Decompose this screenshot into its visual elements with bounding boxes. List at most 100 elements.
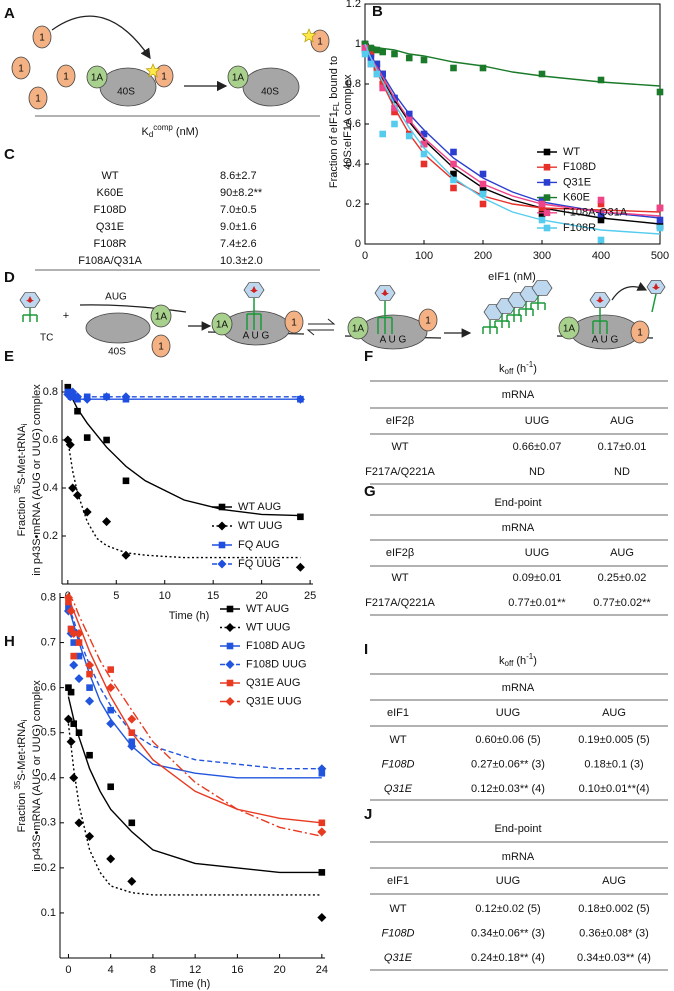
factor-eif1 [154,64,174,88]
equilibrium-arrow [308,318,336,325]
data-point [73,490,83,500]
data-point [405,132,413,140]
legend-label: WT UUG [238,520,282,532]
data-point [63,714,73,724]
data-point [317,827,327,837]
data-point [70,652,78,660]
data-point [128,738,136,746]
diagram-label: 1 [161,72,167,83]
data-point [479,180,487,188]
legend-marker [217,559,227,569]
diagram-label: 1 [63,72,69,83]
table-cell: 8.6±2.7 [220,170,257,182]
table-cell: F217A/Q221A [365,597,435,609]
table-title-part: (h [513,655,526,667]
x-tick-label: 20 [256,590,268,602]
diagram-label: 1A [216,320,229,331]
equilibrium-arrow [306,329,334,336]
panel-label: C [4,146,15,163]
data-point [597,76,605,84]
data-point [420,56,428,64]
y-axis-title: Fraction 35S-Met-tRNAi [13,423,29,536]
data-point [73,392,83,402]
table-cell: 0.09±0.01 [513,572,562,584]
y-tick-label: 0.8 [43,386,58,398]
fit-line [67,592,322,837]
data-point [391,50,398,58]
panel-label: A [4,5,15,22]
table-cell: 7.4±2.6 [220,238,257,250]
data-point [538,210,546,218]
y-tick-label: 0.2 [346,198,361,210]
fit-line [364,43,661,217]
legend-label: F108R [563,222,596,234]
data-point [82,394,92,404]
data-point [67,688,75,696]
table-subheader: mRNA [502,682,535,694]
met-star [26,296,34,303]
legend-label: Q31E AUG [246,677,300,689]
legend-label: WT UUG [246,621,290,633]
y-axis-title-part: S-Met-tRNA [16,425,28,485]
data-point [597,196,605,204]
data-point [75,729,83,736]
data-point [83,434,91,441]
label-star [145,63,161,78]
x-tick-label: 500 [651,250,669,262]
y-tick-label: 0.6 [41,682,56,694]
table-title-part: off [505,659,515,668]
column-header: UUG [496,707,520,719]
trna-stem [592,308,608,334]
y-axis-title: 40S:eIF1A complex [342,74,354,170]
data-point [597,236,605,244]
data-point [106,719,116,729]
panel-label: B [372,3,383,20]
data-point [656,204,664,212]
data-point [379,84,386,92]
trna-stem [246,298,262,330]
column-header: eIF1 [387,707,409,719]
data-point [420,140,428,148]
data-point [367,44,375,52]
y-axis-title-part: 35 [13,484,22,493]
y-axis-title-part: in p43S•mRNA (AUG or UUG) complex [31,384,43,576]
data-point [67,625,75,633]
legend-marker [225,697,235,706]
legend-marker [543,148,551,156]
data-point [391,104,398,112]
data-point [82,507,92,517]
x-tick-label: 5 [113,590,119,602]
label-star [301,28,317,43]
table-cell: WT [389,903,406,915]
table-cell: WT [391,572,408,584]
data-point [450,170,457,178]
data-point [86,670,93,678]
data-point [450,160,457,168]
y-tick-label: 0.6 [346,118,361,130]
fit-line [364,43,661,87]
table-cell: 0.34±0.06** (3) [471,927,545,939]
legend-label: WT [563,146,580,158]
y-axis-title: Fraction of eIF1FL bound to [328,56,341,188]
y-axis-title-part: FL [332,101,341,111]
x-tick-label: 200 [474,250,492,262]
legend-marker [543,179,551,186]
factor-eif1a [558,316,580,340]
table-title: koff (h-1) [499,652,537,668]
data-point [317,764,327,774]
y-axis-title-part: Fraction of eIF1 [328,111,340,188]
diagram-label: 1A [563,324,576,335]
data-point [106,683,116,693]
data-point [121,550,131,560]
table-cell: 10.3±2.0 [220,255,263,267]
table-cell: 0.10±0.01**(4) [579,783,650,795]
table-cell: Q31E [96,221,124,233]
data-point [656,216,664,224]
x-tick-label: 0 [362,250,368,262]
y-axis-title-part: bound to [328,56,340,102]
factor-eif1a [150,304,172,328]
data-point [318,819,326,827]
y-tick-label: 1.2 [346,0,361,10]
column-header: eIF2β [386,415,414,427]
